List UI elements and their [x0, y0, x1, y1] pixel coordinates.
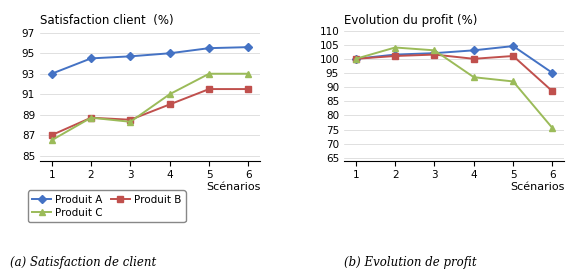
Text: (a) Satisfaction de client: (a) Satisfaction de client	[10, 256, 156, 269]
X-axis label: Scénarios: Scénarios	[206, 182, 260, 192]
Text: Evolution du profit (%): Evolution du profit (%)	[344, 14, 477, 27]
Text: Satisfaction client  (%): Satisfaction client (%)	[40, 14, 173, 27]
Text: (b) Evolution de profit: (b) Evolution de profit	[344, 256, 477, 269]
X-axis label: Scénarios: Scénarios	[510, 182, 564, 192]
Legend: Produit A, Produit C, Produit B: Produit A, Produit C, Produit B	[28, 191, 185, 222]
